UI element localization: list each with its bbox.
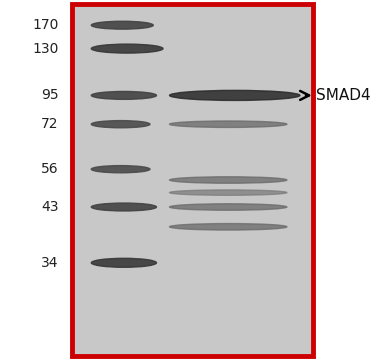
Text: 95: 95 xyxy=(41,89,59,102)
Ellipse shape xyxy=(170,204,287,210)
Ellipse shape xyxy=(91,258,157,267)
Text: 34: 34 xyxy=(41,256,59,270)
Ellipse shape xyxy=(91,91,157,99)
Ellipse shape xyxy=(170,224,287,230)
Ellipse shape xyxy=(91,21,153,29)
Text: 130: 130 xyxy=(32,42,59,55)
Text: 56: 56 xyxy=(41,162,59,176)
Ellipse shape xyxy=(170,190,287,195)
Text: SMAD4: SMAD4 xyxy=(316,88,371,103)
FancyBboxPatch shape xyxy=(72,4,313,356)
Ellipse shape xyxy=(170,177,287,183)
Text: 72: 72 xyxy=(41,117,59,131)
Ellipse shape xyxy=(91,203,157,211)
Ellipse shape xyxy=(170,90,300,100)
Ellipse shape xyxy=(91,121,150,128)
Text: 43: 43 xyxy=(41,200,59,214)
Ellipse shape xyxy=(91,44,163,53)
Ellipse shape xyxy=(91,166,150,173)
Text: 170: 170 xyxy=(32,18,59,32)
Ellipse shape xyxy=(170,121,287,127)
